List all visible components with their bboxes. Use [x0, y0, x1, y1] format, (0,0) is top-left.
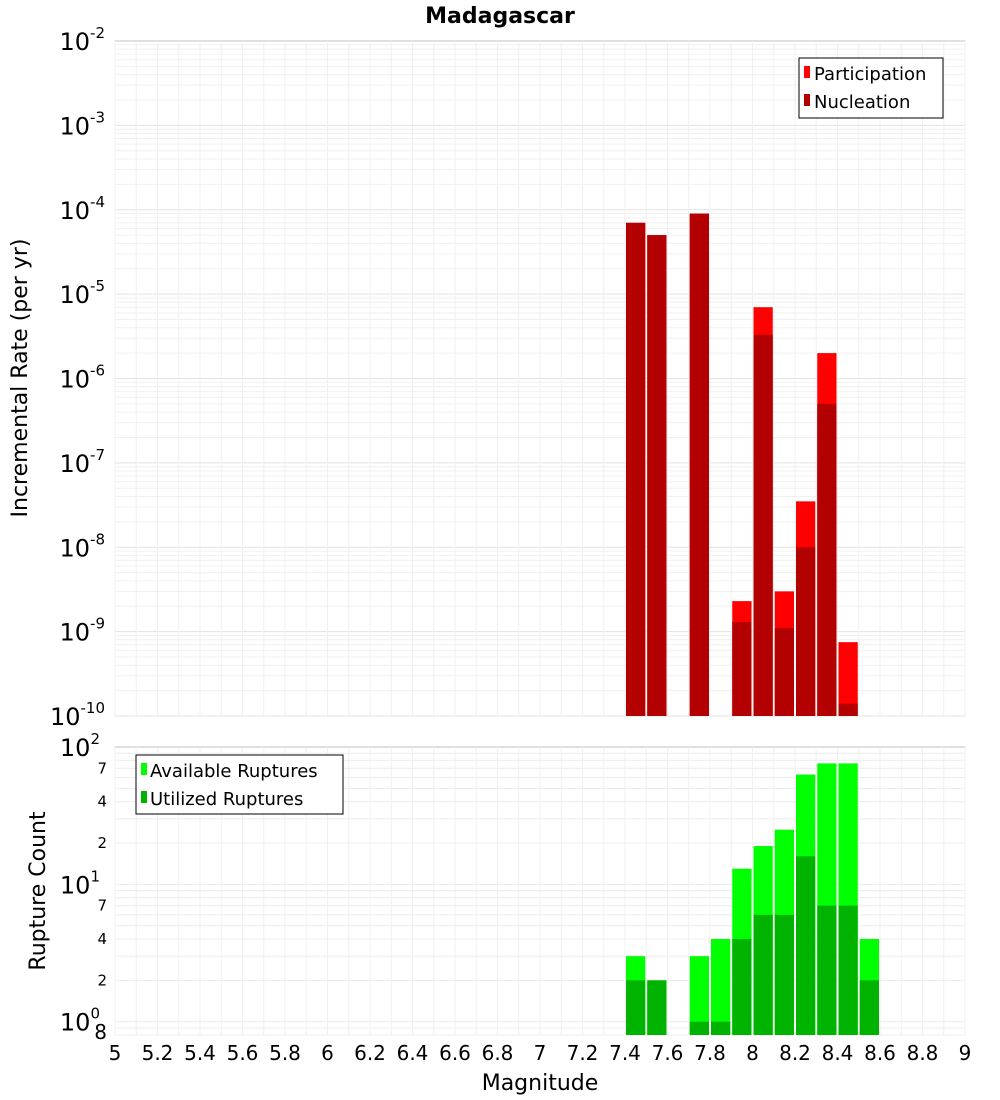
top-legend: Participation Nucleation	[798, 57, 944, 119]
nucleation-bar	[774, 628, 794, 716]
utilized-ruptures-bar	[732, 939, 752, 1035]
y-tick-label: 10-2	[59, 24, 105, 56]
top-panel: 10-2 10-3 10-4 10-5 10-6 10-7 10-8 10-9 10-10 In…	[8, 24, 966, 731]
nucleation-bar	[732, 622, 752, 716]
y-minor-tick-label: 2	[97, 834, 107, 852]
y-minor-tick-label: 2	[97, 971, 107, 989]
legend-swatch-nucleation	[804, 94, 810, 106]
nucleation-bar	[838, 703, 858, 716]
utilized-ruptures-bar	[753, 914, 773, 1035]
x-axis-label: Magnitude	[482, 1071, 599, 1096]
x-tick-labels: 5 5.2 5.4 5.6 5.8 6 6.2 6.4 6.6 6.8 7 7.2 7.4 7.6 7.8 8…	[109, 1041, 972, 1065]
utilized-ruptures-bar	[774, 914, 794, 1035]
bottom-legend-box	[135, 754, 344, 815]
x-tick-label: 7.8	[694, 1041, 726, 1065]
utilized-ruptures-bar	[626, 980, 646, 1035]
legend-swatch-participation	[804, 66, 810, 78]
x-tick-label: 6	[321, 1041, 334, 1065]
legend-label-utilized: Utilized Ruptures	[150, 789, 303, 810]
x-tick-label: 8.8	[907, 1041, 939, 1065]
top-y-tick-labels: 10-2 10-3 10-4 10-5 10-6 10-7 10-8 10-9 10-10	[50, 24, 105, 731]
legend-label-nucleation: Nucleation	[814, 92, 910, 113]
utilized-ruptures-bar	[838, 905, 858, 1035]
legend-label-available: Available Ruptures	[150, 761, 318, 782]
bottom-y-axis-label: Rupture Count	[26, 811, 51, 971]
top-gridlines	[114, 41, 966, 717]
participation-bar	[838, 642, 858, 716]
chart-title: Madagascar	[425, 4, 575, 29]
x-tick-label: 8	[746, 1041, 759, 1065]
x-tick-label: 9	[959, 1041, 972, 1065]
y-tick-label: 10-6	[59, 362, 105, 394]
y-tick-label: 10-8	[59, 530, 105, 562]
nucleation-bar	[689, 213, 709, 717]
x-tick-label: 5	[109, 1041, 122, 1065]
bottom-bars	[626, 763, 879, 1035]
x-tick-label: 5.8	[269, 1041, 301, 1065]
x-tick-label: 7	[534, 1041, 547, 1065]
top-y-axis-label: Incremental Rate (per yr)	[8, 239, 33, 518]
bottom-legend: Available Ruptures Utilized Ruptures	[135, 754, 344, 815]
y-minor-tick-label: 7	[97, 759, 107, 777]
y-tick-label: 10-9	[59, 615, 105, 647]
x-tick-label: 5.6	[227, 1041, 259, 1065]
y-tick-label: 10-3	[59, 108, 105, 140]
nucleation-bar	[753, 334, 773, 716]
nucleation-bar	[796, 547, 816, 716]
nucleation-bar	[817, 403, 837, 716]
utilized-ruptures-bar	[647, 980, 667, 1035]
utilized-ruptures-bar	[796, 856, 816, 1035]
utilized-ruptures-bar	[817, 905, 837, 1035]
legend-swatch-utilized	[141, 791, 147, 803]
utilized-ruptures-bar	[859, 980, 879, 1035]
y-minor-tick-label: 4	[97, 930, 107, 948]
available-ruptures-bar	[689, 956, 709, 1035]
legend-swatch-available	[141, 763, 147, 775]
bottom-panel: 102 101 100 7 4 2 7 4 2 8 5 5.2 5.4 5.6 5.8 6 6.2 6.4 6.6…	[26, 730, 971, 1096]
x-tick-label: 5.2	[142, 1041, 174, 1065]
top-legend-box	[798, 57, 944, 119]
x-tick-label: 8.2	[779, 1041, 811, 1065]
x-tick-label: 6.6	[439, 1041, 471, 1065]
utilized-ruptures-bar	[711, 1021, 731, 1035]
x-tick-label: 8.4	[822, 1041, 854, 1065]
y-tick-label: 10-10	[50, 699, 105, 731]
x-tick-label: 6.4	[397, 1041, 429, 1065]
x-tick-label: 5.4	[184, 1041, 216, 1065]
nucleation-bar	[626, 222, 646, 716]
y-tick-label: 101	[60, 867, 100, 899]
y-tick-label: 10-5	[59, 277, 105, 309]
legend-label-participation: Participation	[814, 64, 926, 85]
bottom-y-tick-labels: 102 101 100 7 4 2 7 4 2 8	[60, 730, 107, 1044]
x-tick-label: 8.6	[864, 1041, 896, 1065]
y-tick-label: 10-7	[59, 446, 105, 478]
x-tick-label: 7.6	[652, 1041, 684, 1065]
x-tick-label: 6.8	[482, 1041, 514, 1065]
y-tick-label: 100	[60, 1005, 100, 1037]
x-tick-label: 7.4	[609, 1041, 641, 1065]
y-minor-tick-label: 8	[94, 1020, 107, 1044]
y-minor-tick-label: 4	[97, 793, 107, 811]
x-tick-label: 7.2	[567, 1041, 599, 1065]
y-tick-label: 102	[60, 730, 100, 762]
utilized-ruptures-bar	[689, 1021, 709, 1035]
y-minor-tick-label: 7	[97, 897, 107, 915]
y-tick-label: 10-4	[59, 193, 105, 225]
nucleation-bar	[647, 235, 667, 716]
available-ruptures-bar	[711, 939, 731, 1035]
x-tick-label: 6.2	[354, 1041, 386, 1065]
top-bars	[626, 213, 858, 717]
